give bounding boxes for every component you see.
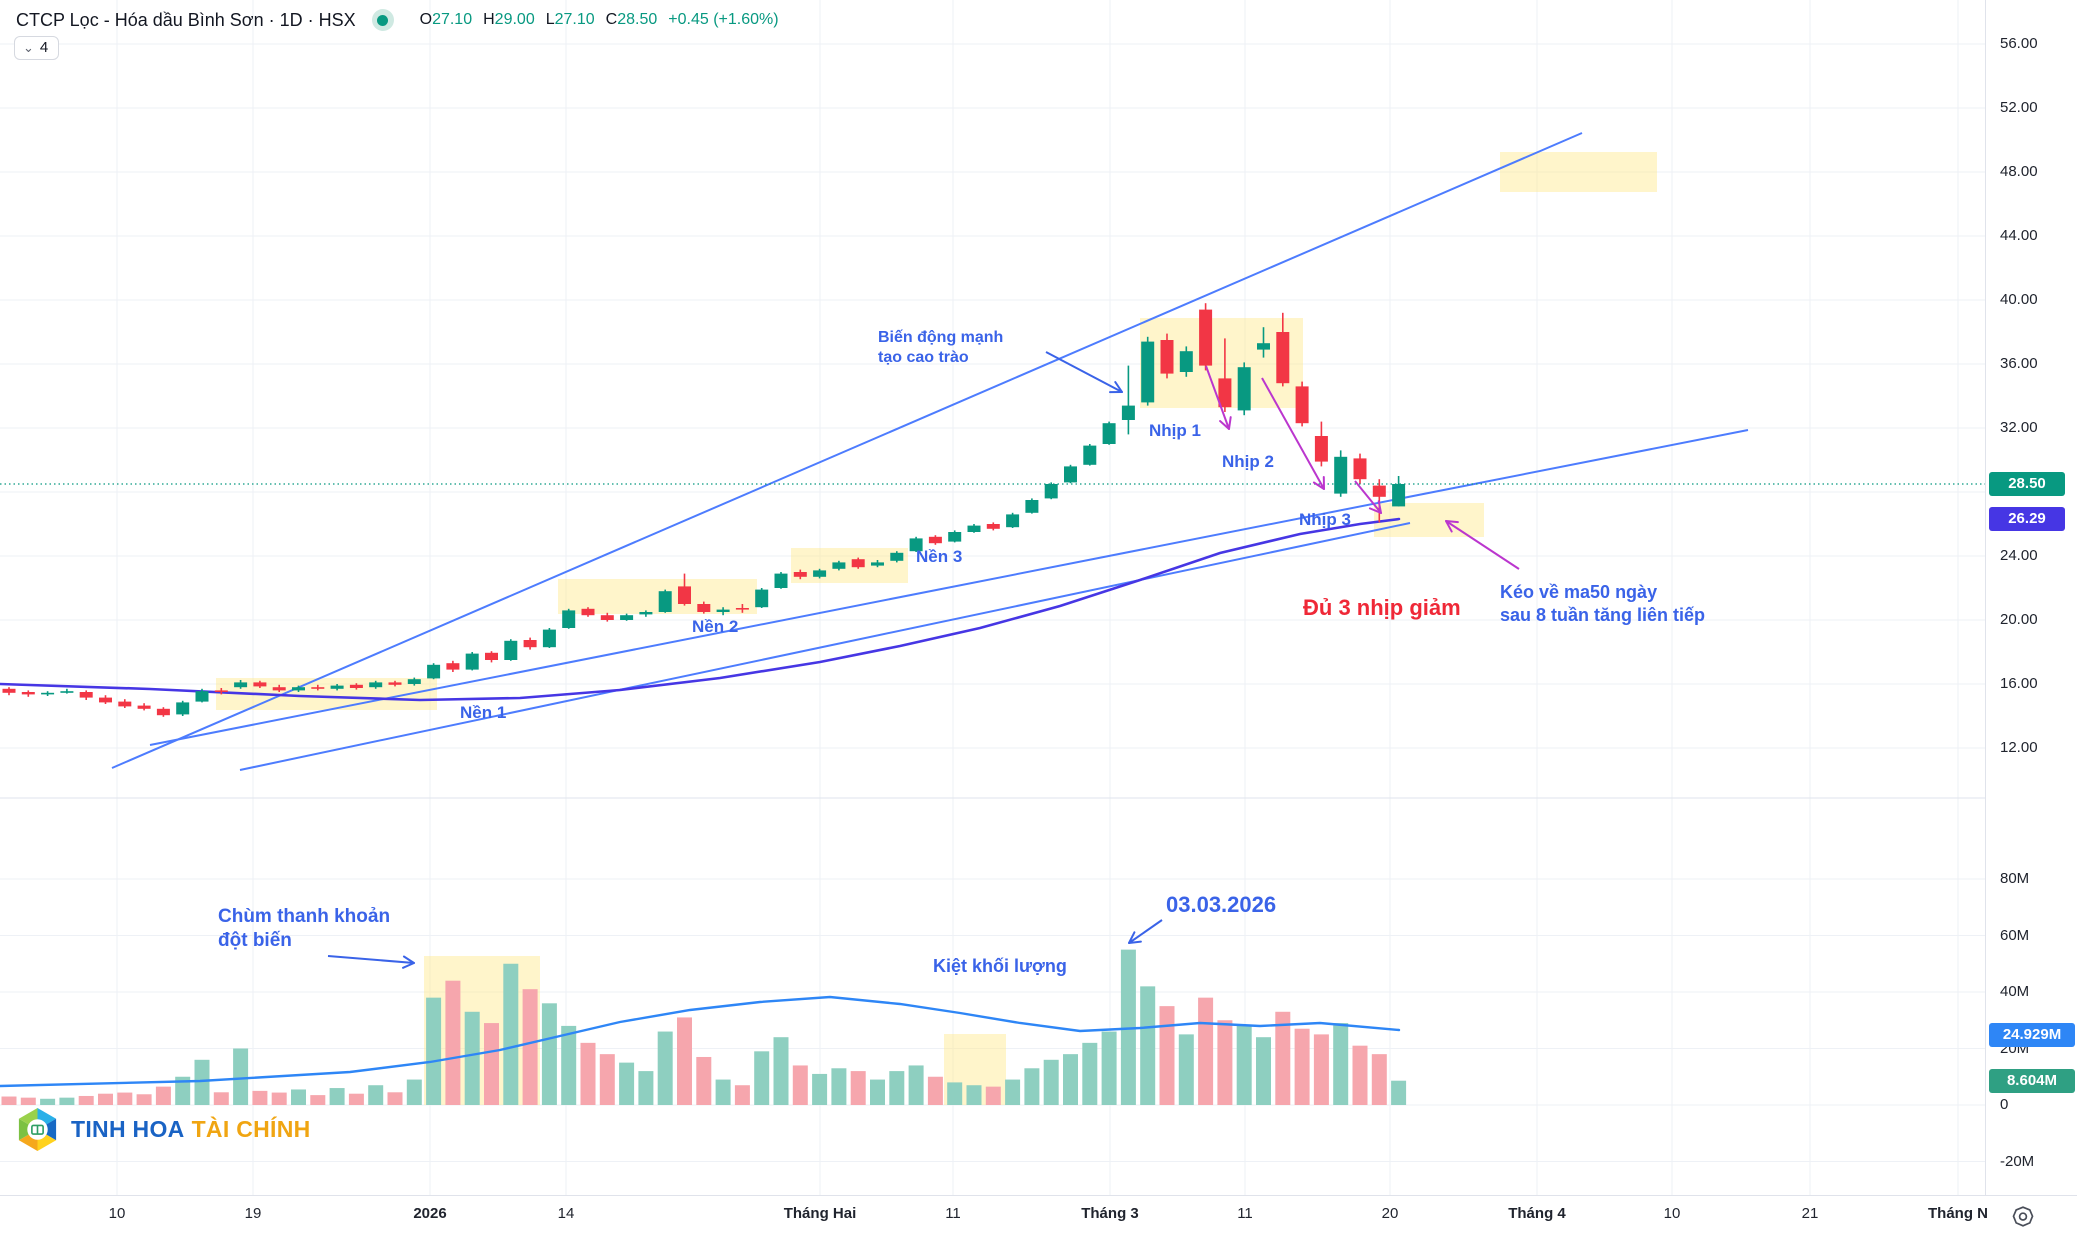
time-tick-label: 19 <box>244 1205 262 1222</box>
price-change: +0.45 (+1.60%) <box>668 11 779 28</box>
indicators-collapsed-chip[interactable]: ⌄ 4 <box>14 36 60 60</box>
chevron-down-icon: ⌄ <box>23 39 34 55</box>
volume-tick-label: 60M <box>2000 926 2030 944</box>
price-tick-label: 16.00 <box>2000 675 2038 692</box>
price-tick-label: 24.00 <box>2000 547 2038 564</box>
price-tick-label: 48.00 <box>2000 163 2038 180</box>
time-tick-label: 11 <box>1237 1205 1253 1222</box>
volume-ma-badge: 24.929M <box>1989 1022 2075 1047</box>
market-status-icon <box>371 9 394 31</box>
chart-legend: CTCP Lọc - Hóa dầu Bình Sơn · 1D · HSX O… <box>16 9 779 31</box>
ohlc-values: O27.10 H29.00 L27.10 C28.50 <box>419 11 658 28</box>
price-tick-label: 36.00 <box>2000 355 2038 372</box>
logo-hexagon-icon <box>18 1108 57 1151</box>
indicators-count: 4 <box>39 39 49 56</box>
ma50-price-badge: 26.29 <box>1989 507 2065 532</box>
price-tick-label: 32.00 <box>2000 419 2038 436</box>
time-tick-label: 10 <box>1663 1205 1681 1222</box>
volume-tick-label: 40M <box>2000 983 2030 1000</box>
chart-settings-gear-icon[interactable] <box>2008 1202 2038 1232</box>
tinh-hoa-tai-chinh-logo: TINH HOA TÀI CHÍNH <box>14 1106 311 1153</box>
logo-text-2: TÀI CHÍNH <box>191 1116 311 1142</box>
last-volume-badge: 8.604M <box>1989 1068 2075 1093</box>
price-tick-label: 56.00 <box>2000 35 2038 52</box>
time-axis[interactable]: 10 19 2026 14 Tháng Hai 11 Tháng 3 11 20 Tháng 4 1… <box>0 1195 2077 1238</box>
last-price-badge: 28.50 <box>1989 472 2065 496</box>
time-tick-label: 10 <box>108 1205 126 1222</box>
time-tick-label: Tháng N <box>1928 1205 1988 1222</box>
time-tick-label: 2026 <box>413 1205 447 1222</box>
volume-tick-label: 80M <box>2000 870 2030 887</box>
time-tick-label: Tháng 4 <box>1508 1205 1566 1222</box>
symbol-title[interactable]: CTCP Lọc - Hóa dầu Bình Sơn · 1D · HSX <box>16 9 356 30</box>
price-tick-label: 40.00 <box>2000 291 2038 308</box>
volume-tick-label: 0 <box>2000 1096 2009 1113</box>
volume-tick-label: -20M <box>2000 1152 2035 1170</box>
price-tick-label: 12.00 <box>2000 739 2038 756</box>
time-tick-label: 11 <box>945 1205 961 1222</box>
price-axis[interactable]: 56.0052.0048.0044.0040.0036.0032.0028.00… <box>1985 0 2077 1195</box>
time-tick-label: Tháng Hai <box>783 1205 857 1222</box>
logo-text-1: TINH HOA <box>71 1116 185 1142</box>
price-tick-label: 52.00 <box>2000 99 2038 116</box>
time-tick-label: 20 <box>1381 1205 1399 1222</box>
time-tick-label: Tháng 3 <box>1081 1205 1139 1222</box>
time-tick-label: 21 <box>1801 1205 1819 1222</box>
time-tick-label: 14 <box>557 1205 575 1222</box>
price-tick-label: 20.00 <box>2000 611 2038 628</box>
price-tick-label: 44.00 <box>2000 227 2038 244</box>
